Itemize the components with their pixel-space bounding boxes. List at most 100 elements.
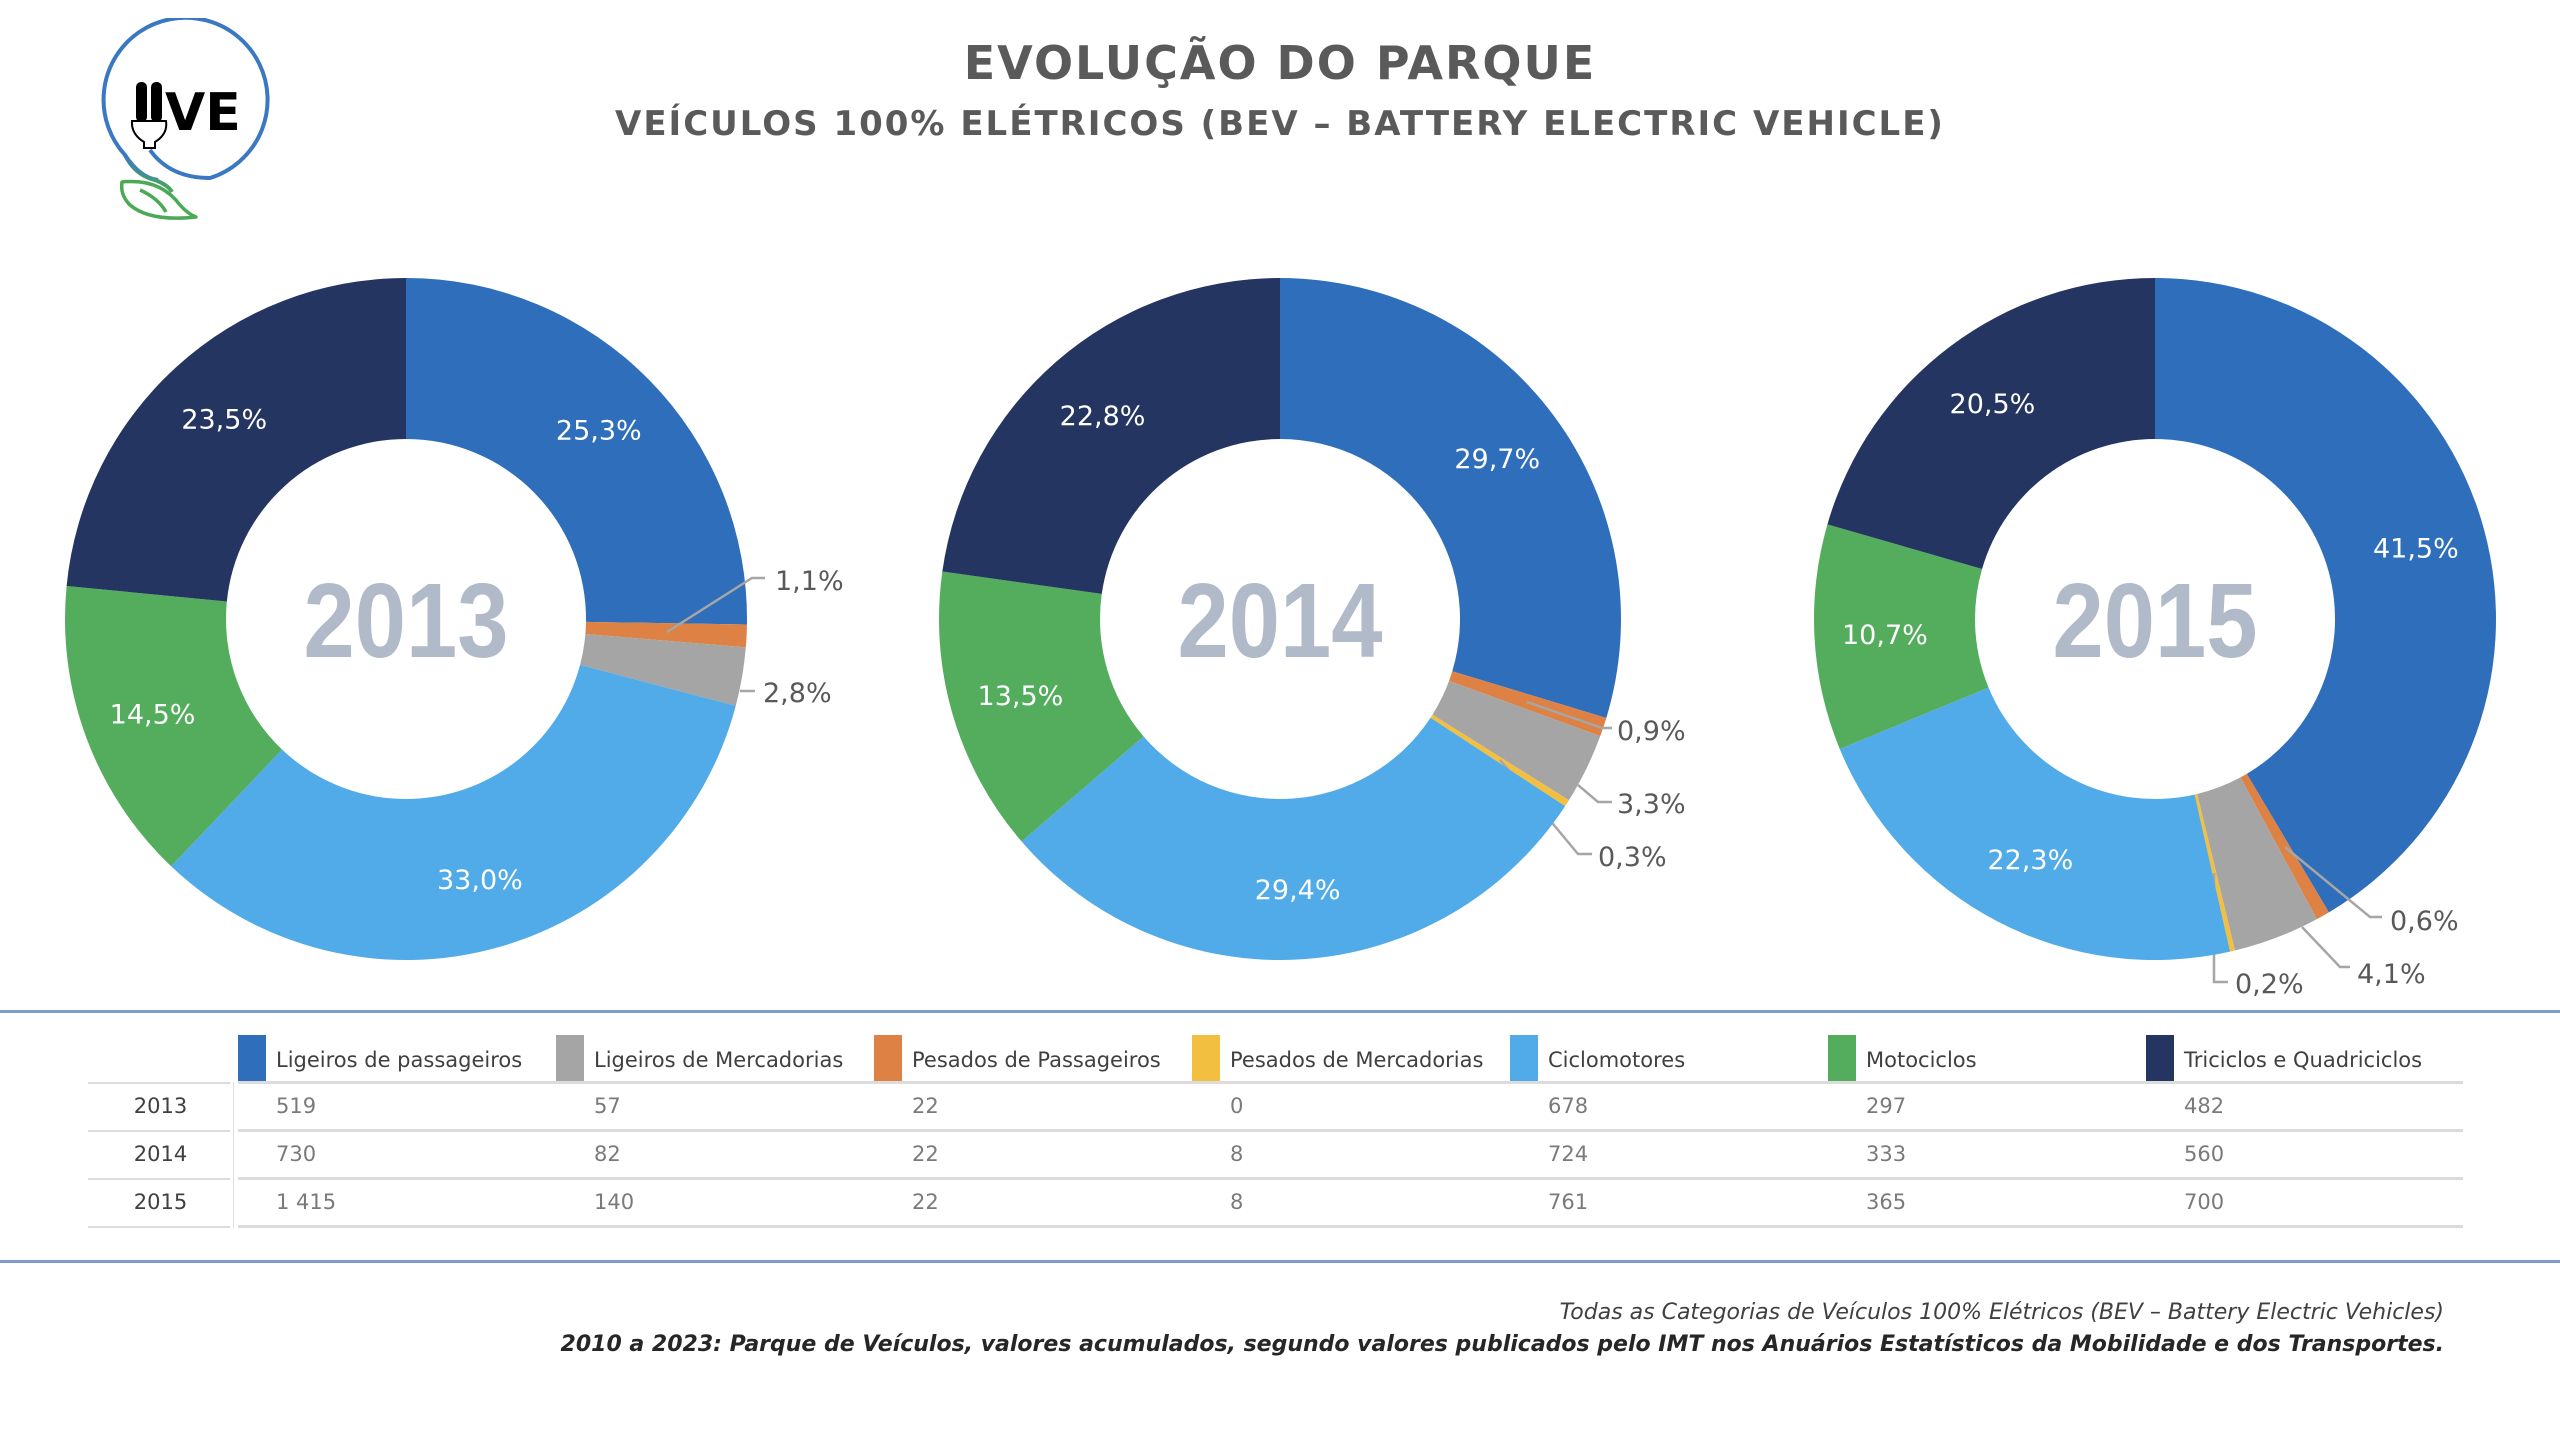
table-cell: 1 415 xyxy=(276,1190,337,1214)
table-cell: 0 xyxy=(1230,1094,1244,1118)
slice-triciclos-e-quadriciclos xyxy=(942,278,1280,594)
table-cell: 724 xyxy=(1548,1142,1589,1166)
slice-pesados-de-passageiros xyxy=(585,621,747,648)
table-cell: 365 xyxy=(1866,1190,1907,1214)
legend-item: Ciclomotores xyxy=(1510,1035,1685,1082)
table-cell: 140 xyxy=(594,1190,635,1214)
table-cell: 333 xyxy=(1866,1142,1907,1166)
table-cell: 297 xyxy=(1866,1094,1907,1118)
row-year: 2015 xyxy=(133,1190,188,1214)
table-cell: 482 xyxy=(2184,1094,2225,1118)
top-divider xyxy=(0,1010,2560,1013)
slice-motociclos xyxy=(1814,524,1989,749)
legend-swatch xyxy=(238,1035,266,1082)
legend-label: Ligeiros de Mercadorias xyxy=(594,1048,844,1072)
table-cell: 22 xyxy=(912,1094,939,1118)
slice-motociclos xyxy=(939,571,1144,842)
legend-swatch xyxy=(1828,1035,1856,1082)
data-label: 33,0% xyxy=(437,865,523,896)
bottom-divider xyxy=(0,1260,2560,1263)
table-cell: 8 xyxy=(1230,1142,1244,1166)
legend-item: Motociclos xyxy=(1828,1035,1977,1082)
logo-ring xyxy=(101,18,270,182)
year-label: 2014 xyxy=(1178,562,1383,680)
row-separator xyxy=(238,1225,2463,1228)
table-row: 2014 730 82 22 8 724 333 560 xyxy=(88,1130,2463,1178)
slice-motociclos xyxy=(64,585,283,867)
legend-header: Ligeiros de passageiros Ligeiros de Merca… xyxy=(88,1030,2463,1082)
donut-chart-2013: 25,3% 1,1% 2,8% 33,0% 14,5% 23,5% 2013 xyxy=(64,278,844,960)
data-label: 10,7% xyxy=(1842,620,1928,651)
table-cell: 57 xyxy=(594,1094,621,1118)
slice-ligeiros-de-passageiros xyxy=(406,278,747,625)
table-cell: 82 xyxy=(594,1142,621,1166)
row-separator xyxy=(238,1177,2463,1180)
table-cell: 22 xyxy=(912,1142,939,1166)
table-cell: 730 xyxy=(276,1142,317,1166)
page-subtitle: VEÍCULOS 100% ELÉTRICOS (BEV – BATTERY E… xyxy=(615,104,1945,144)
slice-ciclomotores xyxy=(1839,687,2231,960)
legend-label: Pesados de Passageiros xyxy=(912,1048,1161,1072)
legend-swatch xyxy=(1192,1035,1220,1082)
row-separator xyxy=(88,1178,230,1180)
table-cell: 761 xyxy=(1548,1190,1589,1214)
table-cell: 700 xyxy=(2184,1190,2225,1214)
legend-item: Pesados de Passageiros xyxy=(874,1035,1161,1082)
legend-swatch xyxy=(874,1035,902,1082)
leader-line xyxy=(1577,784,1612,804)
slice-triciclos-e-quadriciclos xyxy=(66,278,407,602)
data-label: 25,3% xyxy=(556,415,642,446)
data-label: 22,3% xyxy=(1987,845,2073,876)
slice-ciclomotores xyxy=(171,664,736,960)
data-label: 0,3% xyxy=(1598,842,1667,873)
slice-pesados-de-mercadorias xyxy=(2194,793,2235,952)
slice-ciclomotores xyxy=(1021,717,1566,961)
slice-ligeiros-de-mercadorias xyxy=(2197,777,2317,951)
donut-chart-2014: 29,7% 0,9% 3,3% 0,3% 29,4% 13,5% 22,8% 2014 xyxy=(939,278,1686,961)
data-label: 20,5% xyxy=(1950,389,2036,420)
plug-icon xyxy=(130,82,168,149)
footer-note: Todas as Categorias de Veículos 100% Elé… xyxy=(1559,1300,2444,1325)
data-label: 0,6% xyxy=(2390,906,2459,937)
table-cell: 678 xyxy=(1548,1094,1589,1118)
legend-label: Triciclos e Quadriciclos xyxy=(2184,1048,2423,1072)
year-column-divider xyxy=(233,1082,234,1228)
logo-text: VE xyxy=(165,83,241,143)
data-label: 0,9% xyxy=(1617,716,1686,747)
footer-source: 2010 a 2023: Parque de Veículos, valores… xyxy=(560,1332,2444,1357)
data-label: 2,8% xyxy=(763,678,832,709)
leader-line xyxy=(2284,846,2382,919)
slice-ligeiros-de-passageiros xyxy=(1280,278,1621,718)
table-cell: 22 xyxy=(912,1190,939,1214)
leader-line xyxy=(1526,700,1612,730)
data-label: 29,4% xyxy=(1255,875,1341,906)
table-row: 2015 1 415 140 22 8 761 365 700 xyxy=(88,1178,2463,1226)
data-label: 14,5% xyxy=(110,700,196,731)
data-label: 41,5% xyxy=(2373,533,2459,564)
logo-cord xyxy=(123,154,174,194)
page-title: EVOLUÇÃO DO PARQUE xyxy=(963,36,1597,90)
slice-pesados-de-passageiros xyxy=(1449,671,1607,737)
slice-ligeiros-de-passageiros xyxy=(2155,278,2496,913)
donut-chart-2015: 41,5% 0,6% 4,1% 0,2% 22,3% 10,7% 20,5% 2015 xyxy=(1814,278,2496,1000)
row-year: 2013 xyxy=(133,1094,188,1118)
row-separator xyxy=(88,1130,230,1132)
legend-label: Motociclos xyxy=(1866,1048,1977,1072)
row-year: 2014 xyxy=(133,1142,188,1166)
slice-pesados-de-passageiros xyxy=(2240,773,2329,920)
year-label: 2015 xyxy=(2053,562,2258,680)
row-separator xyxy=(88,1082,230,1084)
row-separator xyxy=(88,1226,230,1228)
legend-label: Ligeiros de passageiros xyxy=(276,1048,523,1072)
data-label: 29,7% xyxy=(1454,444,1540,475)
table-cell: 519 xyxy=(276,1094,317,1118)
leader-line xyxy=(2301,926,2350,969)
legend-swatch xyxy=(2146,1035,2174,1082)
slice-triciclos-e-quadriciclos xyxy=(1827,278,2155,570)
legend-item: Triciclos e Quadriciclos xyxy=(2146,1035,2422,1082)
legend-item: Ligeiros de Mercadorias xyxy=(556,1035,843,1082)
row-separator xyxy=(238,1129,2463,1132)
legend-label: Ciclomotores xyxy=(1548,1048,1686,1072)
legend-item: Ligeiros de passageiros xyxy=(238,1035,522,1082)
iive-logo: VE xyxy=(101,18,270,220)
